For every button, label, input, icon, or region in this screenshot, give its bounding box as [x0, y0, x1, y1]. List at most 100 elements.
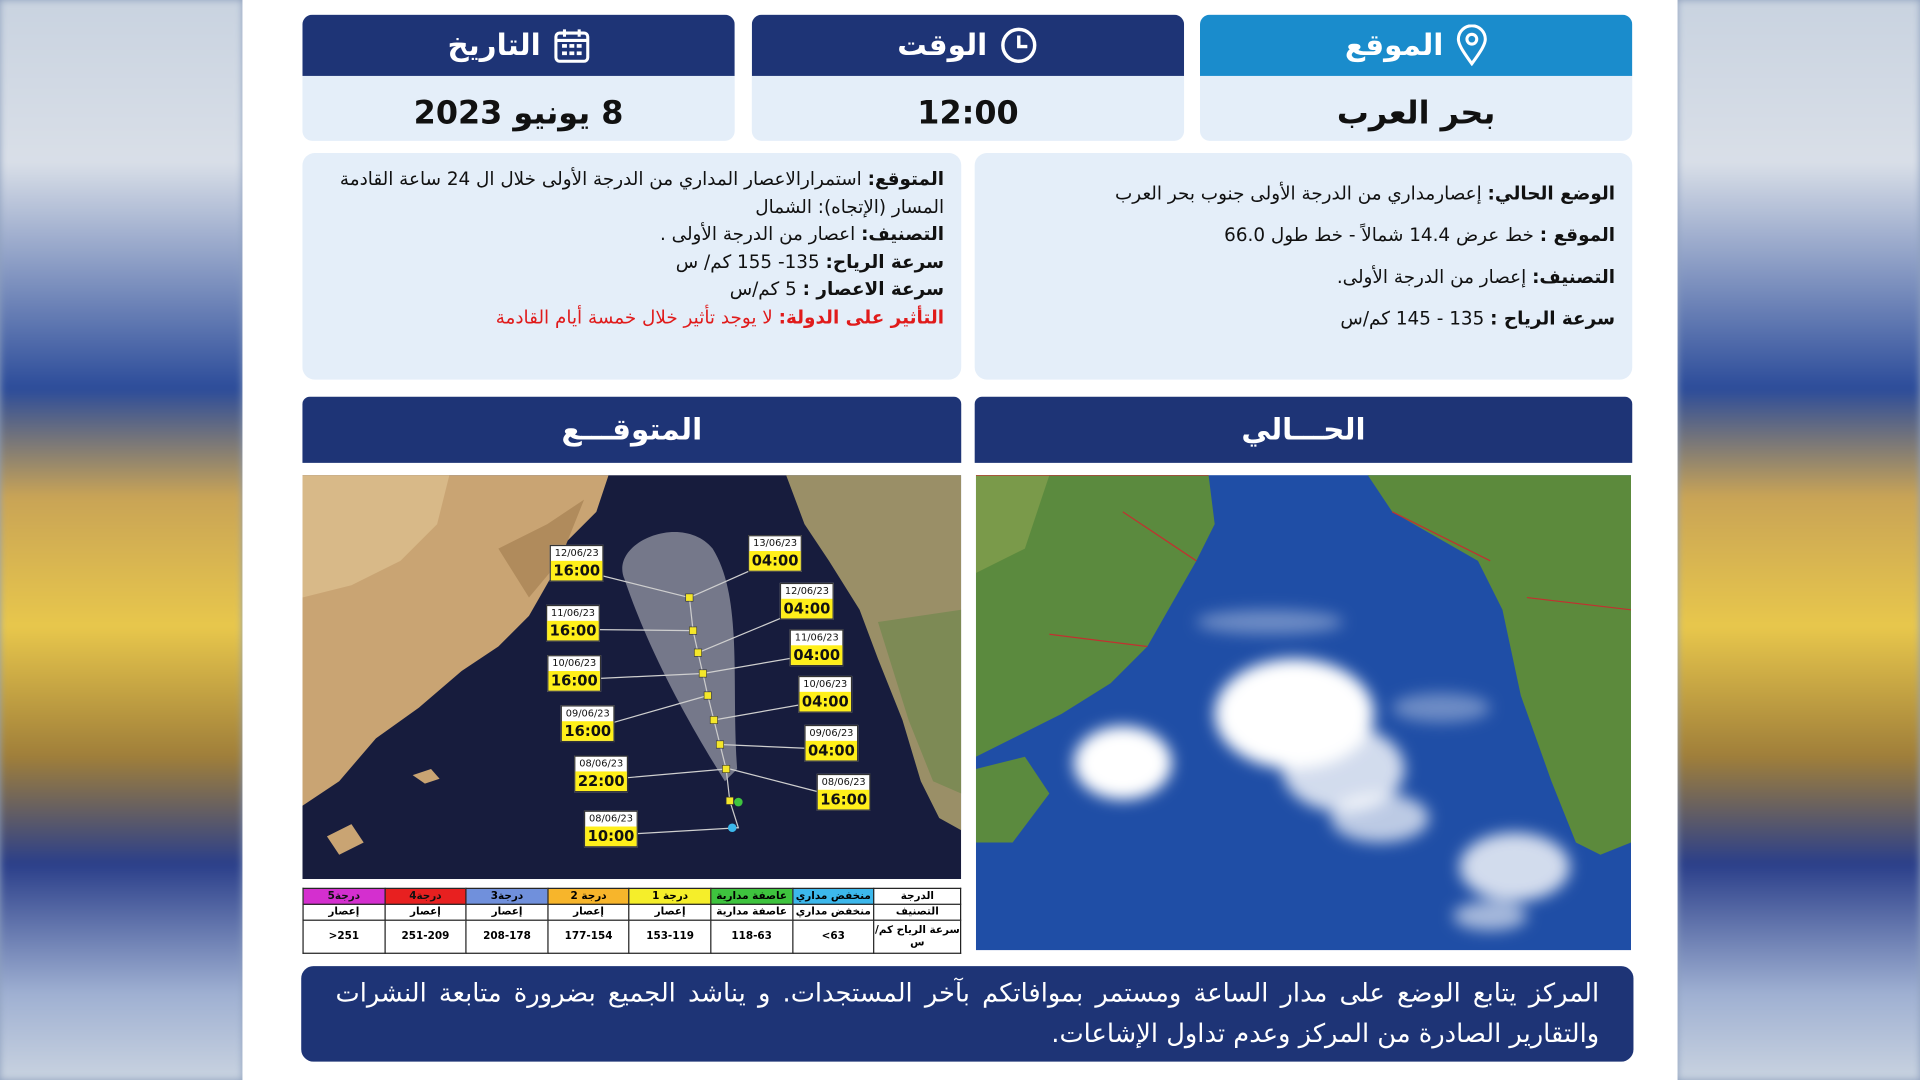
line-text: 135- 155 كم/ س: [675, 250, 820, 273]
scale-row: سرعة الرياح كم/س 63> 118-63 153-119 177-154 2…: [302, 919, 962, 954]
track-time: 04:00: [799, 691, 852, 712]
track-point: [698, 669, 707, 678]
date-value: 8 يونيو 2023: [413, 95, 624, 133]
line-text: إعصارمداري من الدرجة الأولى جنوب بحر الع…: [1115, 182, 1482, 205]
track-point: [716, 740, 724, 749]
blurred-background: [1677, 0, 1920, 1080]
scale-cell: إعصار: [302, 903, 386, 921]
track-date: 13/06/23: [753, 537, 798, 549]
track-label: 09/06/23 16:00: [560, 705, 615, 743]
scale-cell: إعصار: [547, 903, 630, 921]
track-time: 16:00: [550, 560, 603, 581]
track-label: 12/06/23 16:00: [549, 544, 604, 582]
info-line: التأثير على الدولة: لا يوجد تأثير خلال خ…: [340, 303, 944, 331]
line-label: سرعة الاعصار :: [802, 277, 945, 301]
current-lines: الوضع الحالي: إعصارمداري من الدرجة الأول…: [1115, 173, 1615, 340]
time-header: الوقت: [751, 14, 1185, 76]
line-label: الموقع :: [1539, 224, 1616, 247]
line-text: المسار (الإتجاه): الشمال: [755, 195, 945, 218]
current-info: الوضع الحالي: إعصارمداري من الدرجة الأول…: [974, 153, 1633, 380]
scale-cell: 118-63: [710, 919, 794, 954]
track-date: 11/06/23: [551, 607, 596, 619]
satellite-image: [975, 475, 1632, 951]
line-label: سرعة الرياح :: [1490, 307, 1616, 330]
scale-cell: درجة3: [465, 887, 549, 905]
track-time: 16:00: [548, 671, 601, 691]
clock-icon: [1001, 27, 1037, 63]
track-date: 10/06/23: [552, 657, 597, 669]
track-date: 08/06/23: [821, 776, 866, 788]
track-point: [709, 716, 718, 724]
time-box: الوقت 12:00: [751, 14, 1185, 141]
date-label: التاريخ: [447, 28, 541, 63]
forecast-info: المتوقع: استمرارالاعصار المداري من الدرج…: [302, 153, 962, 380]
info-line: التصنيف: اعصار من الدرجة الأولى .: [340, 220, 944, 248]
track-label: 10/06/23 04:00: [798, 675, 853, 713]
info-line: سرعة الرياح: 135- 155 كم/ س: [340, 248, 944, 276]
scale-cell: درجة4: [384, 887, 467, 905]
calendar-icon: [553, 29, 589, 63]
line-label: المتوقع:: [867, 167, 945, 190]
track-date: 10/06/23: [803, 678, 848, 690]
time-label: الوقت: [897, 28, 988, 63]
info-line: المسار (الإتجاه): الشمال: [340, 193, 944, 221]
track-date: 08/06/23: [589, 813, 634, 825]
forecast-map: 12/06/23 16:00 11/06/23 16:00 10/06/23 16:00 0…: [302, 475, 962, 880]
scale-cell: الدرجة: [873, 887, 962, 905]
info-line: التصنيف: إعصار من الدرجة الأولى.: [1115, 256, 1615, 298]
line-text: 135 - 145 كم/س: [1340, 307, 1485, 330]
track-point: [727, 823, 737, 833]
track-label: 12/06/23 04:00: [779, 582, 835, 620]
track-label: 10/06/23 16:00: [547, 655, 602, 692]
line-text: خط عرض 14.4 شمالاً - خط طول 66.0: [1224, 224, 1534, 247]
info-line: المتوقع: استمرارالاعصار المداري من الدرج…: [340, 165, 944, 193]
scale-table: الدرجة منخفض مداري عاصفة مدارية درجة 1 درجة …: [302, 887, 962, 954]
scale-row: التصنيف منخفض مداري عاصفة مدارية إعصار إعصار…: [302, 903, 962, 921]
info-line: الموقع : خط عرض 14.4 شمالاً - خط طول 66.…: [1115, 214, 1615, 256]
scale-cell: إعصار: [384, 903, 467, 921]
date-header: التاريخ: [302, 14, 735, 76]
info-line: سرعة الرياح : 135 - 145 كم/س: [1115, 298, 1615, 340]
scale-cell: 251-209: [384, 919, 467, 954]
track-point: [734, 797, 743, 807]
date-box: التاريخ 8 يونيو 2023: [302, 14, 735, 141]
track-time: 16:00: [817, 789, 870, 810]
line-label: التصنيف:: [861, 222, 945, 245]
blurred-background: [0, 0, 243, 1080]
track-time: 22:00: [575, 771, 628, 792]
scale-cell: درجة5: [302, 887, 386, 905]
line-text: لا يوجد تأثير خلال خمسة أيام القادمة: [495, 305, 773, 328]
scale-cell: 63>: [791, 919, 875, 954]
track-date: 09/06/23: [809, 727, 854, 739]
track-time: 10:00: [585, 826, 637, 847]
line-label: سرعة الرياح:: [825, 250, 945, 273]
track-point: [722, 765, 731, 773]
scale-cell: إعصار: [465, 903, 549, 921]
scale-cell: سرعة الرياح كم/س: [873, 919, 962, 954]
time-value: 12:00: [917, 95, 1019, 133]
footer-message: المركز يتابع الوضع على مدار الساعة ومستم…: [301, 966, 1634, 1062]
track-time: 16:00: [561, 721, 614, 741]
scale-cell: 208-178: [465, 919, 549, 954]
line-text: استمرارالاعصار المداري من الدرجة الأولى …: [339, 167, 862, 190]
info-line: الوضع الحالي: إعصارمداري من الدرجة الأول…: [1115, 173, 1615, 215]
scale-cell: منخفض مداري: [791, 887, 875, 905]
line-text: 5 كم/س: [729, 277, 797, 301]
track-label: 11/06/23 04:00: [789, 629, 844, 667]
track-date: 08/06/23: [579, 757, 624, 769]
track-date: 12/06/23: [554, 547, 599, 559]
scale-cell: درجة 2: [547, 887, 630, 905]
track-point: [693, 648, 702, 657]
info-line: سرعة الاعصار : 5 كم/س: [340, 276, 944, 304]
location-value: بحر العرب: [1336, 95, 1496, 133]
track-time: 04:00: [805, 740, 858, 761]
track-point: [703, 691, 712, 700]
location-header: الموقع: [1200, 14, 1633, 76]
track-date: 12/06/23: [784, 585, 829, 597]
track-label: 13/06/23 04:00: [748, 535, 803, 572]
track-time: 04:00: [749, 551, 801, 571]
scale-cell: عاصفة مدارية: [710, 903, 794, 921]
scale-cell: 177-154: [547, 919, 630, 954]
